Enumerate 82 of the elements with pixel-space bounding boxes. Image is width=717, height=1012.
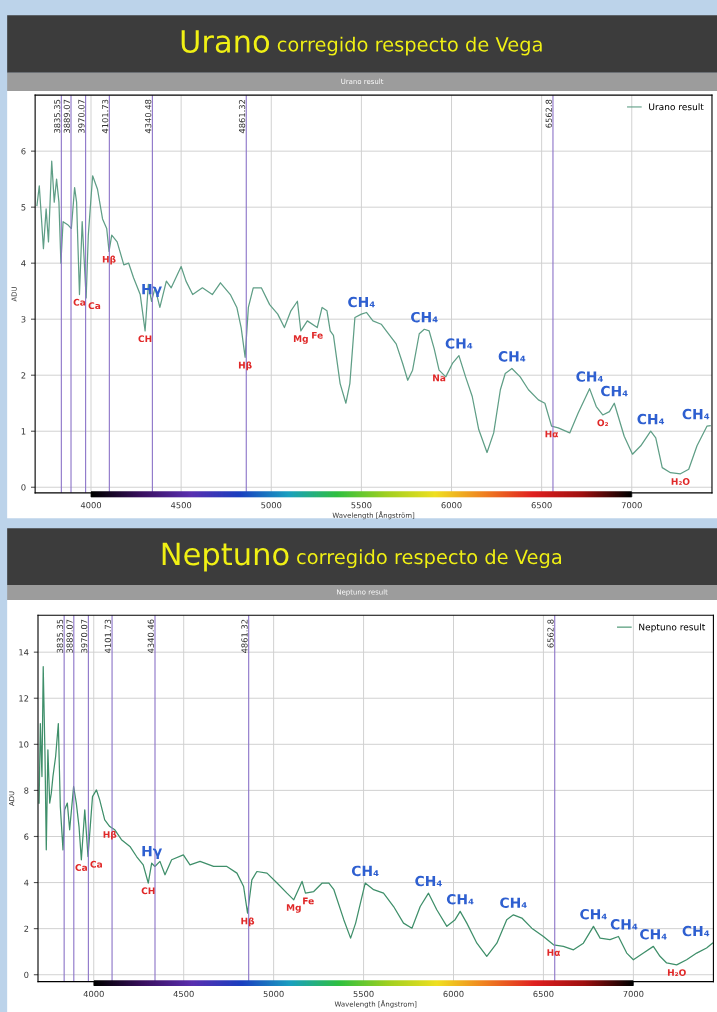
- chart-title: Urano corregido respecto de Vega: [181, 30, 542, 56]
- annotation: Ca: [73, 298, 86, 306]
- annotation: Hβ: [238, 361, 252, 371]
- ref-line-label: 3889.07: [63, 99, 70, 133]
- y-tick-label: 14: [19, 649, 29, 656]
- x-tick-label: 6000: [441, 502, 462, 509]
- ref-line-label: 3835.35: [56, 619, 64, 653]
- ref-line-label: 4101.73: [101, 99, 109, 134]
- y-tick-label: 2: [21, 372, 26, 379]
- chart-title: Neptuno corregido respecto de Vega: [162, 542, 562, 572]
- x-tick-label: 4500: [173, 990, 194, 998]
- annotation: Hγ: [142, 846, 163, 860]
- annotation: CH₄: [415, 875, 442, 887]
- x-tick-label: 5000: [261, 502, 282, 509]
- ref-line-label: 4101.73: [104, 619, 111, 654]
- ref-line-label: 4340.46: [147, 619, 154, 654]
- x-tick-label: 7000: [623, 990, 644, 998]
- y-tick-label: 1: [21, 428, 26, 435]
- annotation: CH: [141, 887, 155, 895]
- x-tick-label: 6500: [533, 990, 554, 998]
- annotation: Ca: [90, 860, 102, 868]
- y-tick-label: 6: [24, 833, 29, 840]
- x-tick-label: 4000: [80, 502, 102, 509]
- annotation: H₂O: [671, 478, 690, 485]
- y-tick-label: 5: [21, 204, 26, 211]
- x-tick-label: 5000: [263, 990, 284, 998]
- annotation: CH₄: [411, 311, 438, 323]
- y-tick-label: 0: [21, 484, 26, 491]
- annotation: O₂: [597, 419, 609, 427]
- ref-line-label: 3835.35: [53, 99, 61, 133]
- annotation: H₂O: [667, 969, 686, 976]
- annotation: Ca: [75, 864, 87, 871]
- annotation: Mg: [293, 335, 308, 344]
- legend-label: Urano result: [649, 103, 704, 111]
- ref-line-label: 6562.8: [547, 619, 554, 648]
- annotation: Ca: [88, 302, 101, 310]
- annotation: Hα: [545, 430, 559, 438]
- ref-line-label: 3970.07: [81, 619, 88, 653]
- legend-label: Neptuno result: [639, 623, 706, 633]
- annotation: CH₄: [682, 408, 710, 420]
- annotation: Hβ: [103, 830, 117, 840]
- ref-line-label: 4340.48: [145, 99, 152, 134]
- y-tick-label: 4: [21, 260, 26, 267]
- annotation: CH₄: [500, 897, 527, 908]
- annotation: CH₄: [682, 925, 710, 937]
- annotation: CH₄: [580, 908, 607, 920]
- y-tick-label: 3: [21, 316, 26, 323]
- x-tick-label: 6000: [443, 990, 464, 998]
- annotation: Fe: [303, 897, 314, 905]
- y-tick-label: 8: [24, 787, 29, 794]
- annotation: CH₄: [640, 929, 667, 940]
- y-tick-label: 0: [24, 971, 29, 979]
- x-tick-label: 6500: [531, 502, 552, 509]
- x-tick-label: 5500: [351, 502, 372, 509]
- x-tick-label: 4000: [83, 990, 104, 998]
- annotation: CH₄: [348, 296, 375, 308]
- ref-line-label: 4861.32: [241, 619, 248, 654]
- x-tick-label: 4500: [170, 502, 192, 509]
- annotation: CH₄: [610, 919, 638, 930]
- ref-line-label: 4861.32: [238, 99, 246, 134]
- annotation: CH: [138, 335, 152, 343]
- ref-line-label: 3889.07: [66, 619, 73, 653]
- annotation: CH₄: [601, 385, 628, 397]
- y-tick-label: 10: [19, 741, 29, 748]
- ref-line-label: 3970.07: [78, 99, 85, 133]
- annotation: CH₄: [576, 371, 603, 382]
- annotation: Hα: [547, 949, 561, 956]
- annotation: CH₄: [445, 338, 473, 349]
- y-tick-label: 6: [21, 148, 26, 155]
- ref-line-label: 6562.8: [545, 99, 552, 128]
- annotation: CH₄: [637, 413, 665, 425]
- annotation: CH₄: [351, 865, 379, 877]
- annotation: CH₄: [498, 351, 526, 362]
- annotation: Na: [433, 374, 446, 382]
- y-tick-label: 2: [24, 925, 29, 932]
- x-tick-label: 7000: [621, 502, 642, 509]
- annotation: Fe: [312, 332, 323, 339]
- y-tick-label: 12: [19, 695, 29, 702]
- y-tick-label: 4: [24, 879, 29, 886]
- annotation: CH₄: [446, 894, 474, 905]
- annotation: Mg: [286, 904, 301, 913]
- x-tick-label: 5500: [353, 990, 374, 998]
